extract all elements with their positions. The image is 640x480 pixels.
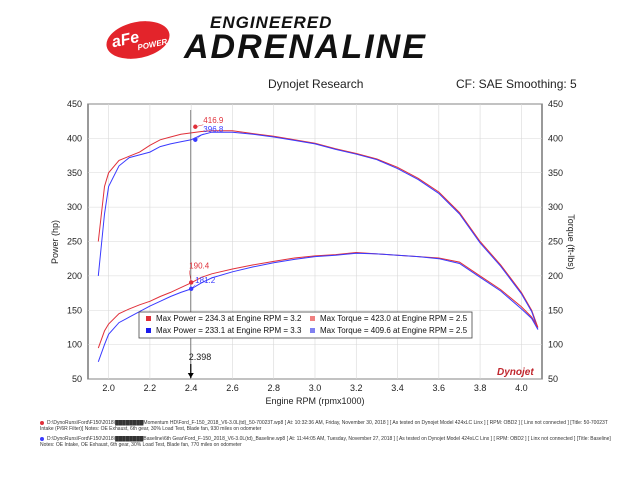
y-right-tick-label-4: 250 (548, 237, 563, 247)
series-line-0 (97, 130, 539, 328)
afe-logo: aFe POWER ENGINEERED ADRENALINE (106, 13, 427, 66)
legend-entry-4: Max Torque = 409.6 at Engine RPM = 2.5 (320, 326, 468, 335)
legend-swatch-1 (146, 316, 151, 321)
legend-swatch-3 (310, 316, 315, 321)
series-lines (97, 130, 539, 362)
peak-leader-3 (191, 284, 196, 289)
y-left-tick-label-6: 350 (67, 168, 82, 178)
peak-marker-0 (193, 124, 198, 129)
grid-lines (88, 103, 542, 380)
run-note-1: D:\DynoRuns\Ford\F150\2018\████████Momen… (40, 420, 620, 432)
chart-header-right: CF: SAE Smoothing: 5 (456, 77, 577, 91)
x-tick-label-3: 2.6 (226, 383, 239, 393)
x-tick-labels: 2.0 2.2 2.4 2.6 2.8 3.0 3.2 3.4 3.6 3.8 4.0 (102, 383, 527, 393)
legend-swatch-4 (310, 328, 315, 333)
run-note-2-text: D:\DynoRuns\Ford\F150\2018\████████Basel… (40, 436, 611, 448)
legend-swatch-2 (146, 328, 151, 333)
legend-entry-1: Max Power = 234.3 at Engine RPM = 3.2 (156, 314, 302, 323)
y-right-tick-label-5: 300 (548, 202, 563, 212)
y-left-tick-label-5: 300 (67, 202, 82, 212)
x-tick-label-10: 4.0 (515, 383, 528, 393)
x-tick-label-4: 2.8 (267, 383, 280, 393)
x-tick-label-5: 3.0 (309, 383, 322, 393)
x-tick-label-6: 3.2 (350, 383, 363, 393)
y-right-tick-label-1: 100 (548, 340, 563, 350)
legend-entry-2: Max Power = 233.1 at Engine RPM = 3.3 (156, 326, 302, 335)
legend-box (138, 311, 473, 339)
x-tick-label-1: 2.2 (144, 383, 157, 393)
y-left-tick-label-4: 250 (67, 237, 82, 247)
y-left-tick-label-7: 400 (67, 133, 82, 143)
y-right-tick-label-7: 400 (548, 133, 563, 143)
chart-header-left: Dynojet Research (268, 77, 364, 91)
y-right-tick-label-2: 150 (548, 305, 563, 315)
logo-title-main: ADRENALINE (183, 28, 427, 66)
run-2-color-dot (40, 436, 44, 441)
x-axis-label: Engine RPM (rpmx1000) (265, 396, 364, 406)
y-right-tick-label-0: 50 (548, 374, 558, 384)
run-note-2: D:\DynoRuns\Ford\F150\2018\████████Basel… (40, 436, 620, 448)
y-left-tick-label-3: 200 (67, 271, 82, 281)
dynojet-watermark-text: Dynojet (497, 367, 534, 378)
x-tick-label-9: 3.8 (474, 383, 487, 393)
series-line-1 (97, 131, 539, 330)
x-tick-label-8: 3.6 (433, 383, 446, 393)
y-left-tick-label-8: 450 (67, 99, 82, 109)
y-left-axis-label: Power (hp) (50, 220, 60, 264)
peak-label-3: 181.2 (195, 276, 216, 285)
y-right-tick-label-3: 200 (548, 271, 563, 281)
x-tick-label-0: 2.0 (102, 383, 115, 393)
legend-entry-3: Max Torque = 423.0 at Engine RPM = 2.5 (320, 314, 468, 323)
y-right-axis-label: Torque (ft-lbs) (566, 214, 576, 270)
y-left-tick-label-2: 150 (67, 305, 82, 315)
x-tick-label-7: 3.4 (391, 383, 404, 393)
y-left-tick-label-0: 50 (72, 374, 82, 384)
y-right-tick-label-6: 350 (548, 168, 563, 178)
dynojet-watermark: Dynojet (497, 367, 534, 378)
rpm-marker-label: 2.398 (189, 352, 212, 362)
series-line-2 (97, 251, 539, 349)
y-left-tick-label-1: 100 (67, 340, 82, 350)
rpm-marker-arrowhead (187, 373, 194, 378)
peak-leader-0 (195, 124, 204, 127)
peak-leader-2 (188, 270, 192, 283)
series-line-3 (97, 252, 539, 362)
logo-title-top: ENGINEERED (210, 13, 332, 32)
run-1-color-dot (40, 420, 44, 425)
y-left-tick-labels: 50 100 150 200 250 300 350 400 450 (67, 99, 82, 384)
y-right-tick-labels: 50 100 150 200 250 300 350 400 450 (548, 99, 563, 384)
peak-label-2: 190.4 (189, 261, 210, 270)
x-tick-label-2: 2.4 (185, 383, 198, 393)
logo-brand-top: aFe (110, 29, 141, 51)
afe-power-badge: aFe POWER (106, 21, 170, 59)
peak-label-0: 416.9 (203, 116, 224, 125)
y-right-tick-label-8: 450 (548, 99, 563, 109)
run-note-1-text: D:\DynoRuns\Ford\F150\2018\████████Momen… (40, 420, 608, 432)
peak-label-1: 396.8 (203, 125, 224, 134)
peak-leader-1 (195, 133, 204, 140)
legend: Max Power = 234.3 at Engine RPM = 3.2 Ma… (138, 311, 473, 339)
